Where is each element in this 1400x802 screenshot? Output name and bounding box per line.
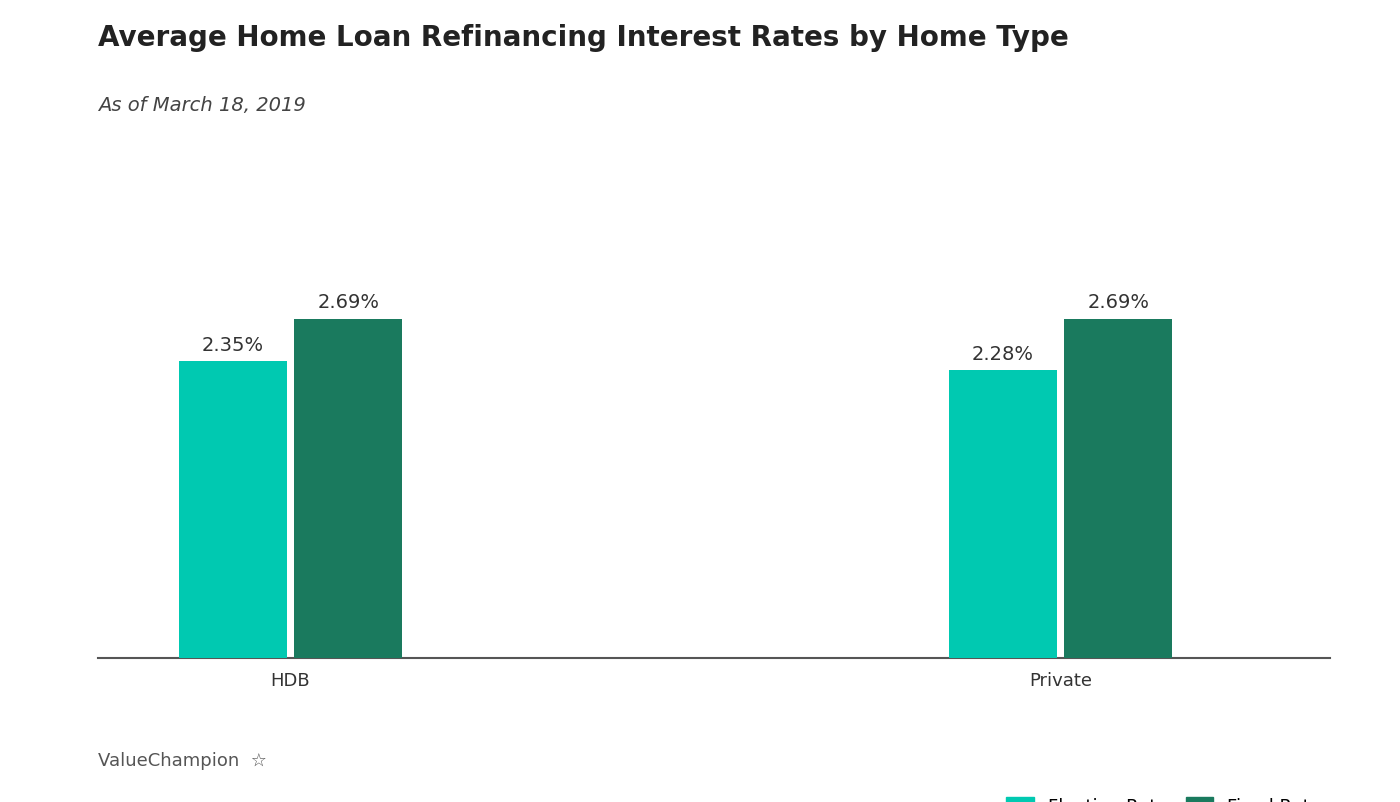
Bar bbox=[294, 318, 402, 658]
Text: ValueChampion  ☆: ValueChampion ☆ bbox=[98, 752, 267, 770]
Text: 2.35%: 2.35% bbox=[202, 336, 263, 355]
Text: 2.28%: 2.28% bbox=[972, 345, 1033, 364]
Text: 2.69%: 2.69% bbox=[1088, 294, 1149, 312]
Bar bbox=[949, 371, 1057, 658]
Text: As of March 18, 2019: As of March 18, 2019 bbox=[98, 96, 305, 115]
Bar bbox=[179, 362, 287, 658]
Legend: Floating Rate, Fixed Rate: Floating Rate, Fixed Rate bbox=[1007, 797, 1322, 802]
Bar bbox=[1064, 318, 1172, 658]
Text: Average Home Loan Refinancing Interest Rates by Home Type: Average Home Loan Refinancing Interest R… bbox=[98, 24, 1068, 52]
Text: 2.69%: 2.69% bbox=[318, 294, 379, 312]
